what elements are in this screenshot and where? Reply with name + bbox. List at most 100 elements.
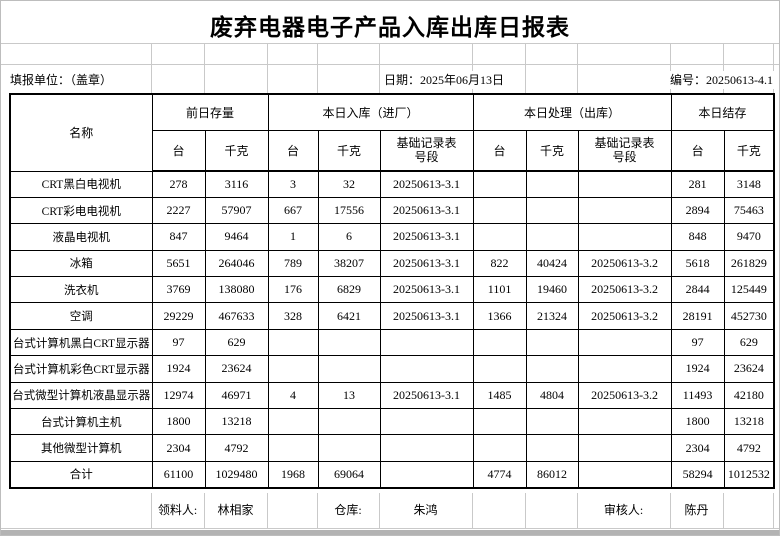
- inbound-record-cell[interactable]: [379, 328, 474, 357]
- inbound-units-cell[interactable]: [267, 434, 319, 462]
- header-unit-kg[interactable]: 千克: [723, 129, 775, 172]
- outbound-units-cell[interactable]: [472, 328, 527, 357]
- auditor-label[interactable]: 审核人:: [603, 503, 644, 517]
- outbound-units-cell[interactable]: [472, 196, 527, 225]
- balance-kg-cell[interactable]: 13218: [723, 408, 775, 436]
- product-name-cell[interactable]: 冰箱: [9, 249, 153, 278]
- product-name-cell[interactable]: 洗衣机: [9, 276, 153, 304]
- outbound-record-cell[interactable]: [577, 170, 672, 198]
- inbound-record-cell[interactable]: 20250613-3.1: [379, 381, 474, 410]
- balance-units-cell[interactable]: 97: [670, 328, 725, 357]
- inbound-kg-cell[interactable]: [317, 355, 381, 383]
- inbound-kg-cell[interactable]: 69064: [317, 460, 381, 489]
- prev-stock-units-cell[interactable]: 1924: [151, 355, 206, 383]
- inbound-kg-cell[interactable]: 17556: [317, 196, 381, 225]
- balance-kg-cell[interactable]: 125449: [723, 276, 775, 304]
- prev-stock-kg-cell[interactable]: 3116: [204, 170, 269, 198]
- outbound-kg-cell[interactable]: [525, 355, 579, 383]
- outbound-record-cell[interactable]: [577, 223, 672, 251]
- inbound-units-cell[interactable]: 1968: [267, 460, 319, 489]
- outbound-record-cell[interactable]: 20250613-3.2: [577, 381, 672, 410]
- inbound-units-cell[interactable]: 1: [267, 223, 319, 251]
- outbound-record-cell[interactable]: 20250613-3.2: [577, 302, 672, 330]
- header-unit-tai[interactable]: 台: [267, 129, 319, 172]
- header-record-range[interactable]: 基础记录表 号段: [577, 129, 672, 172]
- balance-units-cell[interactable]: 1800: [670, 408, 725, 436]
- outbound-kg-cell[interactable]: [525, 223, 579, 251]
- inbound-kg-cell[interactable]: [317, 328, 381, 357]
- product-name-cell[interactable]: 空调: [9, 302, 153, 330]
- balance-units-cell[interactable]: 281: [670, 170, 725, 198]
- balance-kg-cell[interactable]: 261829: [723, 249, 775, 278]
- balance-kg-cell[interactable]: 4792: [723, 434, 775, 462]
- outbound-record-cell[interactable]: 20250613-3.2: [577, 249, 672, 278]
- outbound-units-cell[interactable]: [472, 408, 527, 436]
- inbound-units-cell[interactable]: [267, 328, 319, 357]
- product-name-cell[interactable]: 台式微型计算机液晶显示器: [9, 381, 153, 410]
- outbound-units-cell[interactable]: [472, 223, 527, 251]
- prev-stock-kg-cell[interactable]: 629: [204, 328, 269, 357]
- inbound-record-cell[interactable]: 20250613-3.1: [379, 223, 474, 251]
- inbound-kg-cell[interactable]: [317, 434, 381, 462]
- prev-stock-kg-cell[interactable]: 1029480: [204, 460, 269, 489]
- material-receiver-name[interactable]: 林相家: [217, 503, 254, 517]
- prev-stock-units-cell[interactable]: 2304: [151, 434, 206, 462]
- balance-units-cell[interactable]: 28191: [670, 302, 725, 330]
- report-title[interactable]: 废弃电器电子产品入库出库日报表: [210, 14, 570, 40]
- balance-kg-cell[interactable]: 1012532: [723, 460, 775, 489]
- balance-kg-cell[interactable]: 42180: [723, 381, 775, 410]
- warehouse-keeper-name[interactable]: 朱鸿: [413, 503, 438, 517]
- outbound-record-cell[interactable]: [577, 460, 672, 489]
- outbound-record-cell[interactable]: [577, 355, 672, 383]
- prev-stock-units-cell[interactable]: 61100: [151, 460, 206, 489]
- inbound-units-cell[interactable]: 176: [267, 276, 319, 304]
- outbound-record-cell[interactable]: [577, 434, 672, 462]
- inbound-record-cell[interactable]: 20250613-3.1: [379, 249, 474, 278]
- outbound-units-cell[interactable]: 1485: [472, 381, 527, 410]
- inbound-record-cell[interactable]: [379, 355, 474, 383]
- product-name-cell[interactable]: 合计: [9, 460, 153, 489]
- product-name-cell[interactable]: CRT黑白电视机: [9, 170, 153, 198]
- inbound-record-cell[interactable]: [379, 460, 474, 489]
- prev-stock-kg-cell[interactable]: 467633: [204, 302, 269, 330]
- balance-kg-cell[interactable]: 75463: [723, 196, 775, 225]
- prev-stock-kg-cell[interactable]: 23624: [204, 355, 269, 383]
- inbound-kg-cell[interactable]: 32: [317, 170, 381, 198]
- prev-stock-kg-cell[interactable]: 57907: [204, 196, 269, 225]
- prev-stock-units-cell[interactable]: 3769: [151, 276, 206, 304]
- auditor-name[interactable]: 陈丹: [684, 503, 709, 517]
- outbound-record-cell[interactable]: [577, 328, 672, 357]
- product-name-cell[interactable]: 液晶电视机: [9, 223, 153, 251]
- product-name-cell[interactable]: 台式计算机黑白CRT显示器: [9, 328, 153, 357]
- inbound-units-cell[interactable]: 4: [267, 381, 319, 410]
- prev-stock-kg-cell[interactable]: 138080: [204, 276, 269, 304]
- inbound-kg-cell[interactable]: 38207: [317, 249, 381, 278]
- inbound-units-cell[interactable]: 3: [267, 170, 319, 198]
- outbound-record-cell[interactable]: 20250613-3.2: [577, 276, 672, 304]
- outbound-kg-cell[interactable]: [525, 328, 579, 357]
- prev-stock-units-cell[interactable]: 5651: [151, 249, 206, 278]
- prev-stock-units-cell[interactable]: 278: [151, 170, 206, 198]
- balance-units-cell[interactable]: 11493: [670, 381, 725, 410]
- date-label[interactable]: 日期：2025年06月13日: [383, 71, 506, 89]
- outbound-units-cell[interactable]: [472, 434, 527, 462]
- inbound-kg-cell[interactable]: [317, 408, 381, 436]
- inbound-kg-cell[interactable]: 6421: [317, 302, 381, 330]
- warehouse-label[interactable]: 仓库:: [334, 503, 362, 517]
- balance-kg-cell[interactable]: 23624: [723, 355, 775, 383]
- outbound-kg-cell[interactable]: 4804: [525, 381, 579, 410]
- prev-stock-units-cell[interactable]: 847: [151, 223, 206, 251]
- prev-stock-kg-cell[interactable]: 13218: [204, 408, 269, 436]
- inbound-record-cell[interactable]: 20250613-3.1: [379, 302, 474, 330]
- prev-stock-units-cell[interactable]: 97: [151, 328, 206, 357]
- inbound-units-cell[interactable]: 328: [267, 302, 319, 330]
- prev-stock-units-cell[interactable]: 2227: [151, 196, 206, 225]
- inbound-kg-cell[interactable]: 6: [317, 223, 381, 251]
- header-group-daily-inbound[interactable]: 本日入库（进厂）: [267, 93, 474, 131]
- inbound-units-cell[interactable]: [267, 408, 319, 436]
- outbound-kg-cell[interactable]: [525, 434, 579, 462]
- balance-units-cell[interactable]: 2304: [670, 434, 725, 462]
- prev-stock-kg-cell[interactable]: 4792: [204, 434, 269, 462]
- outbound-kg-cell[interactable]: 86012: [525, 460, 579, 489]
- balance-kg-cell[interactable]: 629: [723, 328, 775, 357]
